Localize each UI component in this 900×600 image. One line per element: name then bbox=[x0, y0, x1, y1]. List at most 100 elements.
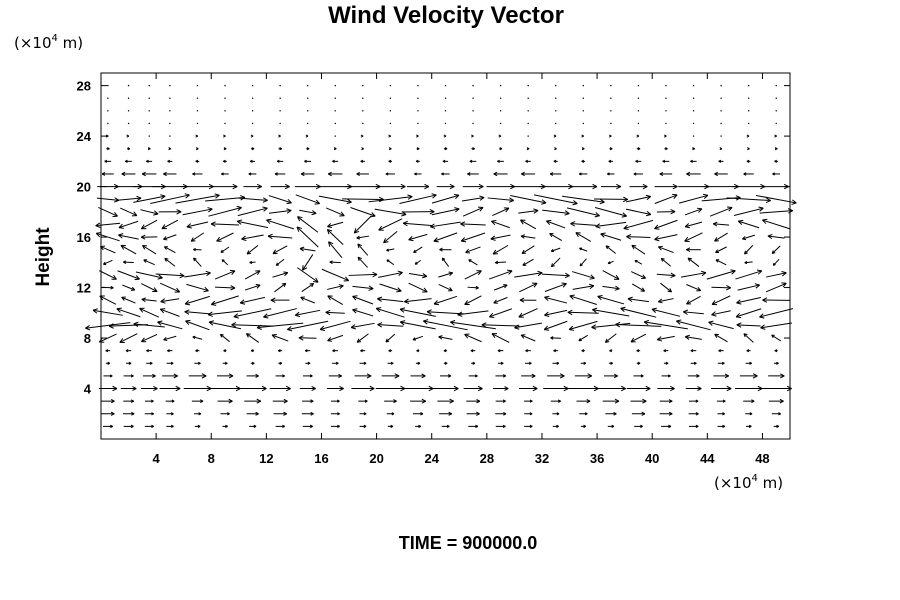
wind-vector bbox=[495, 260, 506, 265]
wind-vector bbox=[301, 411, 314, 416]
wind-vector bbox=[567, 309, 599, 316]
wind-vector bbox=[192, 172, 203, 176]
wind-vector bbox=[717, 412, 725, 416]
wind-vector bbox=[141, 334, 158, 343]
wind-vector bbox=[96, 197, 120, 203]
wind-vector bbox=[493, 284, 508, 291]
wind-vector bbox=[756, 194, 797, 205]
wind-vector bbox=[720, 135, 722, 137]
wind-vector bbox=[304, 159, 311, 163]
wind-vector bbox=[605, 245, 616, 254]
wind-vector bbox=[207, 310, 242, 317]
wind-vector bbox=[401, 209, 435, 215]
wind-vector bbox=[305, 361, 311, 365]
wind-vector bbox=[714, 171, 728, 177]
wind-vector bbox=[415, 424, 421, 428]
wind-vector bbox=[299, 246, 316, 252]
wind-vector bbox=[773, 424, 780, 428]
wind-vector bbox=[359, 412, 367, 416]
wind-vector bbox=[244, 398, 262, 404]
wind-vector bbox=[95, 222, 121, 228]
wind-vector bbox=[423, 319, 468, 331]
wind-vector bbox=[620, 306, 657, 318]
wind-vector bbox=[169, 135, 171, 137]
wind-vector bbox=[348, 271, 378, 278]
wind-vector bbox=[325, 309, 345, 316]
wind-vector bbox=[191, 399, 204, 404]
wind-vector bbox=[360, 134, 364, 138]
wind-vector bbox=[222, 361, 228, 365]
wind-vector bbox=[664, 147, 668, 151]
wind-vector bbox=[375, 183, 406, 190]
wind-vector bbox=[491, 220, 510, 229]
wind-vector bbox=[294, 183, 321, 190]
wind-vector bbox=[294, 309, 321, 318]
wind-vector bbox=[416, 147, 420, 151]
wind-vector bbox=[472, 97, 474, 99]
wind-vector bbox=[98, 333, 117, 343]
wind-vector bbox=[413, 246, 423, 253]
wind-vector bbox=[238, 385, 267, 392]
wind-vector bbox=[356, 235, 370, 240]
wind-vector bbox=[637, 84, 640, 87]
wind-vector bbox=[774, 349, 778, 353]
wind-vector bbox=[736, 296, 761, 305]
wind-vector bbox=[467, 172, 479, 176]
x-tick-label: 4 bbox=[153, 451, 161, 466]
wind-vector bbox=[125, 159, 132, 163]
wind-vector bbox=[711, 295, 731, 306]
wind-vector bbox=[431, 193, 460, 204]
wind-vector bbox=[637, 122, 640, 125]
wind-vector bbox=[244, 283, 261, 291]
wind-vector bbox=[196, 84, 199, 87]
wind-vector bbox=[164, 257, 176, 267]
wind-vector bbox=[251, 147, 255, 151]
wind-vector bbox=[714, 333, 728, 343]
wind-vector bbox=[463, 385, 483, 392]
wind-vector bbox=[439, 247, 452, 252]
wind-vector bbox=[737, 283, 760, 291]
wind-vector bbox=[676, 319, 711, 331]
wind-vector bbox=[159, 308, 180, 317]
wind-vector bbox=[193, 248, 202, 252]
wind-vector bbox=[634, 259, 643, 265]
wind-vector bbox=[665, 110, 667, 112]
wind-vector bbox=[251, 84, 254, 87]
wind-vector bbox=[268, 195, 292, 205]
wind-vector bbox=[222, 424, 228, 428]
wind-vector bbox=[326, 385, 344, 392]
wind-vector bbox=[654, 234, 678, 242]
wind-vector bbox=[271, 333, 289, 342]
wind-vector bbox=[582, 122, 584, 125]
wind-vector bbox=[362, 122, 364, 125]
wind-vector bbox=[195, 349, 200, 353]
wind-vector bbox=[412, 335, 424, 341]
wind-vector bbox=[214, 269, 236, 280]
wind-vector bbox=[521, 171, 536, 177]
wind-vector bbox=[237, 197, 268, 203]
wind-vector bbox=[326, 229, 344, 246]
wind-vector bbox=[491, 333, 510, 343]
wind-vector bbox=[717, 424, 725, 428]
wind-vector bbox=[432, 385, 459, 392]
wind-vector bbox=[711, 285, 731, 291]
y-tick-label: 24 bbox=[77, 129, 92, 144]
wind-vector bbox=[489, 308, 513, 318]
vector-field bbox=[85, 84, 797, 429]
wind-vector bbox=[735, 385, 763, 392]
wind-vector bbox=[514, 270, 543, 278]
wind-vector bbox=[302, 424, 313, 429]
wind-vector bbox=[686, 284, 702, 292]
wind-vector bbox=[466, 411, 480, 416]
wind-vector bbox=[146, 361, 153, 365]
wind-vector bbox=[574, 373, 593, 379]
wind-vector bbox=[547, 373, 565, 379]
wind-vector bbox=[631, 411, 646, 416]
wind-vector bbox=[550, 257, 561, 268]
wind-vector bbox=[275, 258, 285, 266]
wind-vector bbox=[166, 412, 174, 416]
wind-vector bbox=[333, 147, 337, 151]
wind-vector bbox=[378, 270, 403, 278]
wind-vector bbox=[566, 207, 600, 218]
